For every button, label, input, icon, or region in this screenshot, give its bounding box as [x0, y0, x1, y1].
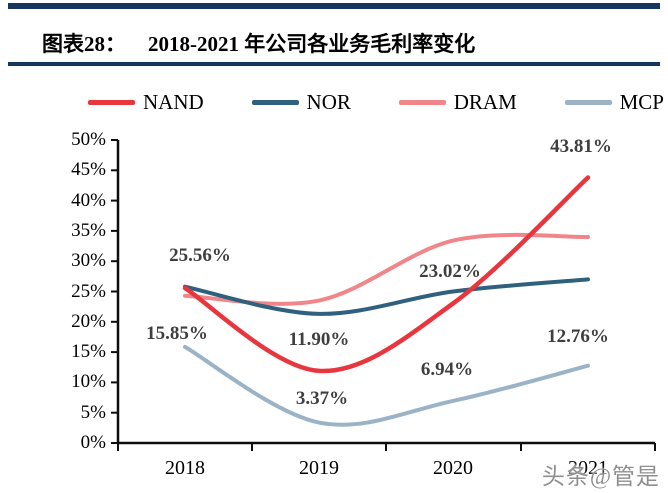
series-line-mcp: [183, 344, 590, 427]
series-line-dram: [183, 232, 590, 306]
legend-item-nand: NAND: [88, 92, 204, 113]
legend-label-dram: DRAM: [453, 90, 517, 114]
data-label-mcp-2021: 12.76%: [547, 325, 609, 347]
data-label-mcp-2018: 15.85%: [146, 322, 208, 344]
figure-title-row: 图表28： 2018-2021 年公司各业务毛利率变化: [42, 28, 652, 58]
x-tick-label: 2019: [299, 457, 339, 479]
mcp-line-swatch-icon: [564, 100, 612, 105]
data-label-nand-2019: 11.90%: [288, 328, 350, 350]
y-tick-label: 30%: [71, 250, 106, 272]
y-tick-label: 5%: [80, 401, 106, 423]
data-label-mcp-2020: 6.94%: [420, 358, 474, 380]
watermark: 头条@管是: [541, 464, 660, 489]
legend-item-nor: NOR: [251, 90, 351, 114]
y-tick-label: 45%: [71, 159, 106, 181]
figure-number-label: 图表28：: [42, 32, 126, 56]
y-tick-label: 20%: [71, 310, 106, 332]
figure-title: 2018-2021 年公司各业务毛利率变化: [148, 32, 476, 56]
legend-label-mcp: MCP: [619, 90, 664, 114]
x-tick-label: 2021: [568, 457, 608, 479]
dram-line-swatch-icon: [398, 100, 446, 105]
x-tick-label: 2020: [433, 457, 473, 479]
data-label-mcp-2019: 3.37%: [295, 387, 349, 409]
y-tick-label: 40%: [71, 189, 106, 211]
legend-item-mcp: MCP: [564, 90, 664, 114]
header-top-rule: [8, 3, 660, 9]
y-tick-label: 15%: [71, 341, 106, 363]
y-tick-label: 0%: [80, 432, 106, 453]
y-tick-label: 50%: [71, 129, 106, 150]
chart-legend: NAND NOR DRAM MCP: [88, 92, 664, 113]
nand-line-swatch-icon: [88, 100, 135, 105]
title-underline-rule: [8, 62, 660, 66]
series-line-nor: [183, 277, 590, 316]
y-tick-label: 35%: [71, 219, 106, 241]
legend-item-dram: DRAM: [398, 90, 517, 114]
data-label-nand-2021: 43.81%: [550, 135, 612, 157]
data-label-nand-2018: 25.56%: [169, 245, 231, 267]
y-tick-label: 10%: [71, 371, 106, 393]
legend-label-nor: NOR: [306, 90, 351, 114]
y-tick-label: 25%: [71, 280, 106, 302]
nor-line-swatch-icon: [251, 100, 299, 105]
x-tick-label: 2018: [165, 457, 205, 479]
series-line-nand: [182, 175, 591, 374]
legend-label-nand: NAND: [143, 90, 204, 114]
data-label-nand-2020: 23.02%: [419, 261, 481, 283]
